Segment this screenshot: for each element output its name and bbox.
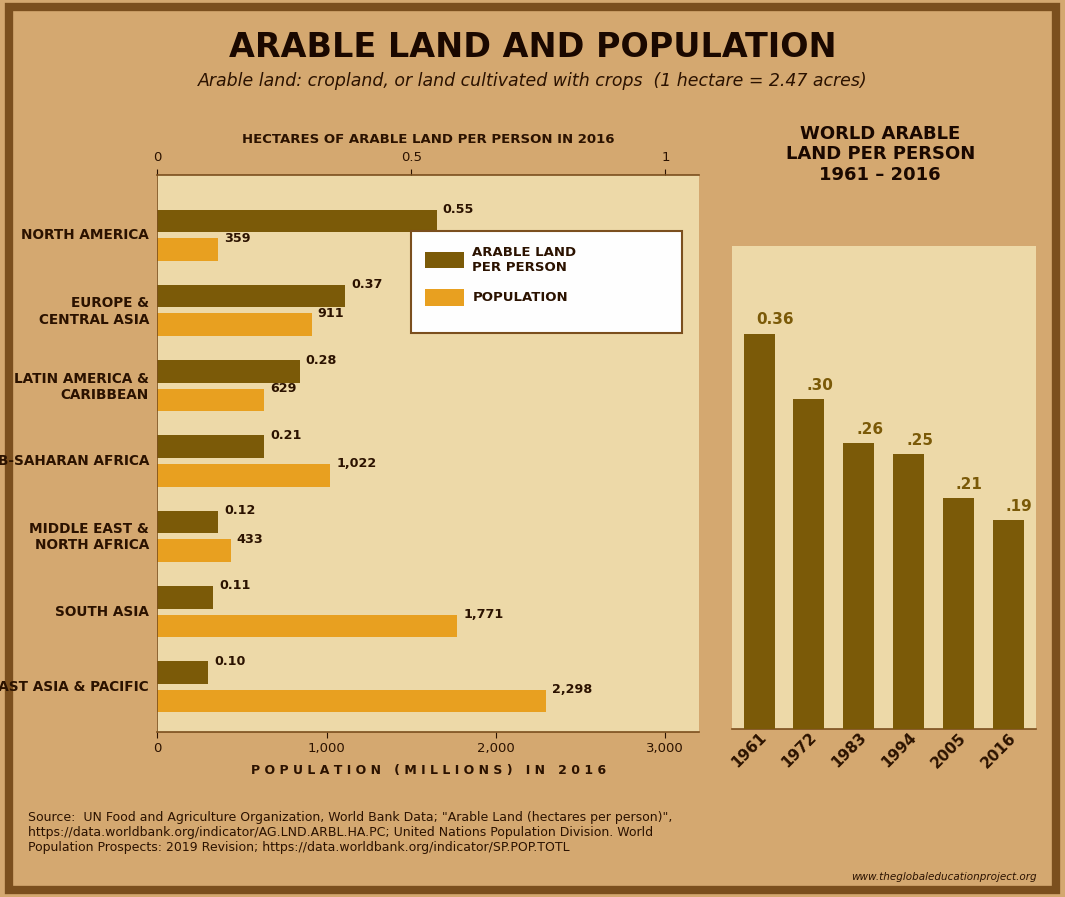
Bar <box>843 443 874 728</box>
Text: 911: 911 <box>317 307 344 320</box>
Text: .25: .25 <box>906 432 933 448</box>
X-axis label: HECTARES OF ARABLE LAND PER PERSON IN 2016: HECTARES OF ARABLE LAND PER PERSON IN 20… <box>242 133 615 146</box>
Bar <box>158 510 218 533</box>
Bar <box>158 360 299 383</box>
Text: 0.21: 0.21 <box>271 429 301 442</box>
Text: 1,771: 1,771 <box>463 608 504 621</box>
Bar <box>158 690 546 712</box>
X-axis label: P O P U L A T I O N   ( M I L L I O N S )   I N   2 0 1 6: P O P U L A T I O N ( M I L L I O N S ) … <box>250 763 606 777</box>
Text: ARABLE LAND
PER PERSON: ARABLE LAND PER PERSON <box>473 246 576 274</box>
Bar <box>425 290 464 306</box>
Bar <box>158 614 457 637</box>
Bar <box>158 586 213 608</box>
Bar <box>158 285 345 308</box>
Bar <box>158 661 209 684</box>
Text: 629: 629 <box>269 382 296 396</box>
Bar <box>894 454 924 728</box>
Text: 0.36: 0.36 <box>756 312 794 327</box>
Text: 0.28: 0.28 <box>306 353 337 367</box>
Text: .21: .21 <box>955 476 983 492</box>
Text: .30: .30 <box>806 378 833 393</box>
Text: 0.12: 0.12 <box>225 504 256 518</box>
Text: ARABLE LAND AND POPULATION: ARABLE LAND AND POPULATION <box>229 31 836 65</box>
Bar <box>943 498 973 728</box>
Text: 2,298: 2,298 <box>553 684 592 696</box>
Bar <box>425 252 464 268</box>
Bar <box>158 435 264 458</box>
Text: 1,022: 1,022 <box>337 457 377 470</box>
Text: 0.55: 0.55 <box>443 203 474 216</box>
Text: 359: 359 <box>224 231 250 245</box>
Bar <box>158 464 330 486</box>
Bar <box>743 334 774 728</box>
Text: .19: .19 <box>1005 499 1032 513</box>
Bar <box>158 210 437 232</box>
Text: 0.37: 0.37 <box>351 278 382 292</box>
Bar <box>158 539 231 562</box>
Bar <box>993 520 1023 728</box>
Text: WORLD ARABLE
LAND PER PERSON
1961 – 2016: WORLD ARABLE LAND PER PERSON 1961 – 2016 <box>786 125 974 184</box>
Text: 433: 433 <box>236 533 263 545</box>
FancyBboxPatch shape <box>411 231 683 333</box>
Bar <box>158 238 218 261</box>
Text: www.theglobaleducationproject.org: www.theglobaleducationproject.org <box>851 872 1036 882</box>
Bar <box>793 399 824 728</box>
Text: 0.10: 0.10 <box>214 655 246 667</box>
Text: Arable land: cropland, or land cultivated with crops  (1 hectare = 2.47 acres): Arable land: cropland, or land cultivate… <box>198 73 867 91</box>
Bar <box>158 388 264 412</box>
Text: .26: .26 <box>856 422 883 437</box>
Text: POPULATION: POPULATION <box>473 292 568 304</box>
Text: Source:  UN Food and Agriculture Organization, World Bank Data; "Arable Land (he: Source: UN Food and Agriculture Organiza… <box>29 811 673 854</box>
Bar <box>158 313 312 336</box>
Text: 0.11: 0.11 <box>219 579 250 592</box>
